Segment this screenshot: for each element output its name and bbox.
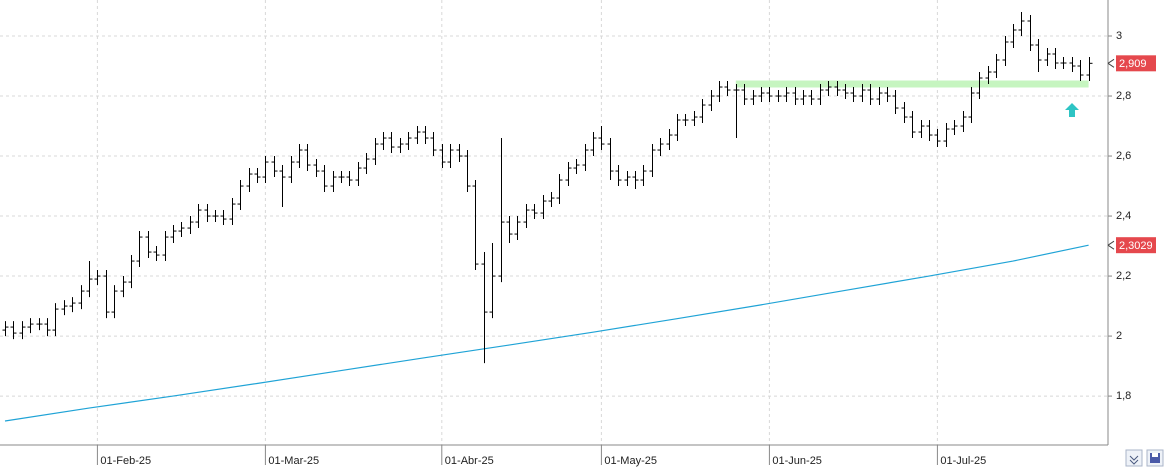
x-tick-label: 01-Mar-25 — [268, 455, 319, 467]
price-label: 2,3029 — [1119, 240, 1153, 252]
price-pointer — [1107, 58, 1115, 68]
arrow-icon — [1065, 103, 1079, 117]
price-label: 2,909 — [1119, 58, 1147, 70]
y-tick-label: 3 — [1116, 30, 1122, 42]
x-tick-label: 01-Jul-25 — [940, 455, 986, 467]
save-button[interactable] — [1146, 449, 1164, 467]
y-tick-label: 2,4 — [1116, 210, 1131, 222]
x-tick-label: 01-Feb-25 — [100, 455, 151, 467]
y-tick-label: 2,2 — [1116, 270, 1131, 282]
price-label-box — [1116, 237, 1156, 254]
x-tick-label: 01-May-25 — [604, 455, 657, 467]
plot — [2, 12, 1093, 422]
y-tick-label: 2 — [1116, 330, 1122, 342]
moving-average — [4, 244, 1089, 422]
price-label-box — [1116, 55, 1156, 72]
scroll-button[interactable] — [1125, 449, 1143, 467]
y-tick-label: 1,8 — [1116, 390, 1131, 402]
price-pointer — [1107, 240, 1115, 250]
y-tick-label: 2,8 — [1116, 90, 1131, 102]
x-tick-label: 01-Abr-25 — [445, 455, 494, 467]
y-tick-label: 2,6 — [1116, 150, 1131, 162]
grid — [0, 0, 1108, 445]
x-tick-label: 01-Jun-25 — [772, 455, 822, 467]
